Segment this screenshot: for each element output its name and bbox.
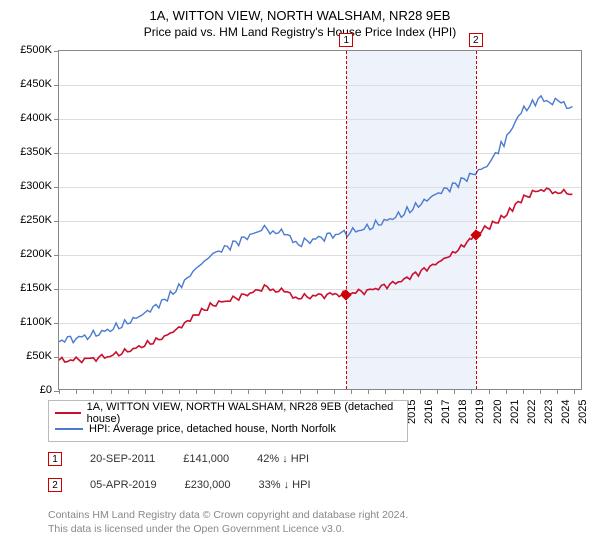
yaxis-label: £500K	[12, 44, 52, 56]
legend-row: 1A, WITTON VIEW, NORTH WALSHAM, NR28 9EB…	[55, 405, 401, 421]
xtick	[282, 389, 283, 394]
series-hpi	[59, 96, 572, 343]
footnote-line: Contains HM Land Registry data © Crown c…	[48, 508, 408, 522]
sale-row: 1 20-SEP-2011 £141,000 42% ↓ HPI	[48, 452, 309, 466]
xtick	[265, 389, 266, 394]
xtick	[540, 389, 541, 394]
legend-label-property: 1A, WITTON VIEW, NORTH WALSHAM, NR28 9EB…	[87, 401, 401, 425]
flag-line	[346, 51, 347, 389]
xtick	[437, 389, 438, 394]
xtick	[300, 389, 301, 394]
legend-label-hpi: HPI: Average price, detached house, Nort…	[89, 423, 336, 435]
legend-swatch-property	[55, 412, 81, 414]
xtick	[574, 389, 575, 394]
ytick	[54, 221, 59, 222]
yaxis-label: £200K	[12, 248, 52, 260]
ytick	[54, 289, 59, 290]
yaxis-label: £0	[12, 384, 52, 396]
xaxis-label: 2024	[560, 400, 572, 424]
flag-box: 2	[469, 33, 483, 47]
sale-date: 20-SEP-2011	[90, 453, 155, 465]
xtick	[196, 389, 197, 394]
ytick	[54, 119, 59, 120]
sale-price: £141,000	[183, 453, 229, 465]
xaxis-label: 2020	[492, 400, 504, 424]
xtick	[489, 389, 490, 394]
xaxis-label: 2021	[509, 400, 521, 424]
yaxis-label: £450K	[12, 78, 52, 90]
yaxis-label: £150K	[12, 282, 52, 294]
sale-price: £230,000	[185, 479, 231, 491]
ytick	[54, 153, 59, 154]
sale-date: 05-APR-2019	[90, 479, 157, 491]
series-property	[59, 188, 572, 362]
xtick	[385, 389, 386, 394]
xtick	[403, 389, 404, 394]
xtick	[93, 389, 94, 394]
xtick	[162, 389, 163, 394]
xtick	[557, 389, 558, 394]
legend-swatch-hpi	[55, 428, 83, 430]
ytick	[54, 323, 59, 324]
yaxis-label: £350K	[12, 146, 52, 158]
xtick	[76, 389, 77, 394]
xtick	[248, 389, 249, 394]
xtick	[454, 389, 455, 394]
legend: 1A, WITTON VIEW, NORTH WALSHAM, NR28 9EB…	[48, 400, 408, 442]
sale-delta: 33% ↓ HPI	[259, 479, 311, 491]
xtick	[145, 389, 146, 394]
xtick	[128, 389, 129, 394]
xtick	[368, 389, 369, 394]
xaxis-label: 2018	[457, 400, 469, 424]
footnote-line: This data is licensed under the Open Gov…	[48, 522, 408, 536]
xtick	[179, 389, 180, 394]
sale-delta: 42% ↓ HPI	[257, 453, 309, 465]
flag-line	[476, 51, 477, 389]
xaxis-label: 2019	[474, 400, 486, 424]
xaxis-label: 2022	[526, 400, 538, 424]
sale-flag-icon: 1	[48, 452, 62, 466]
line-svg	[59, 51, 581, 389]
xtick	[111, 389, 112, 394]
chart-wrap: 12 £0 £50K £100K £150K £200K £250K £300K £350K £…	[10, 50, 590, 415]
xtick	[506, 389, 507, 394]
xaxis-label: 2016	[423, 400, 435, 424]
yaxis-label: £50K	[12, 350, 52, 362]
xtick	[351, 389, 352, 394]
ytick	[54, 85, 59, 86]
ytick	[54, 187, 59, 188]
xtick	[231, 389, 232, 394]
xtick	[334, 389, 335, 394]
xtick	[59, 389, 60, 394]
chart-container: 1A, WITTON VIEW, NORTH WALSHAM, NR28 9EB…	[0, 0, 600, 560]
sale-flag-icon: 2	[48, 478, 62, 492]
xaxis-label: 2025	[577, 400, 589, 424]
chart-subtitle: Price paid vs. HM Land Registry's House …	[0, 25, 600, 39]
ytick	[54, 255, 59, 256]
plot-area: 12	[58, 50, 582, 390]
yaxis-label: £100K	[12, 316, 52, 328]
ytick	[54, 357, 59, 358]
yaxis-label: £250K	[12, 214, 52, 226]
sale-row: 2 05-APR-2019 £230,000 33% ↓ HPI	[48, 478, 311, 492]
flag-box: 1	[339, 33, 353, 47]
xtick	[471, 389, 472, 394]
xtick	[420, 389, 421, 394]
xtick	[214, 389, 215, 394]
xaxis-label: 2017	[440, 400, 452, 424]
xaxis-label: 2023	[543, 400, 555, 424]
yaxis-label: £300K	[12, 180, 52, 192]
footnote: Contains HM Land Registry data © Crown c…	[48, 508, 408, 536]
xtick	[523, 389, 524, 394]
chart-title: 1A, WITTON VIEW, NORTH WALSHAM, NR28 9EB	[0, 8, 600, 23]
yaxis-label: £400K	[12, 112, 52, 124]
title-area: 1A, WITTON VIEW, NORTH WALSHAM, NR28 9EB…	[0, 0, 600, 39]
xtick	[317, 389, 318, 394]
ytick	[54, 51, 59, 52]
